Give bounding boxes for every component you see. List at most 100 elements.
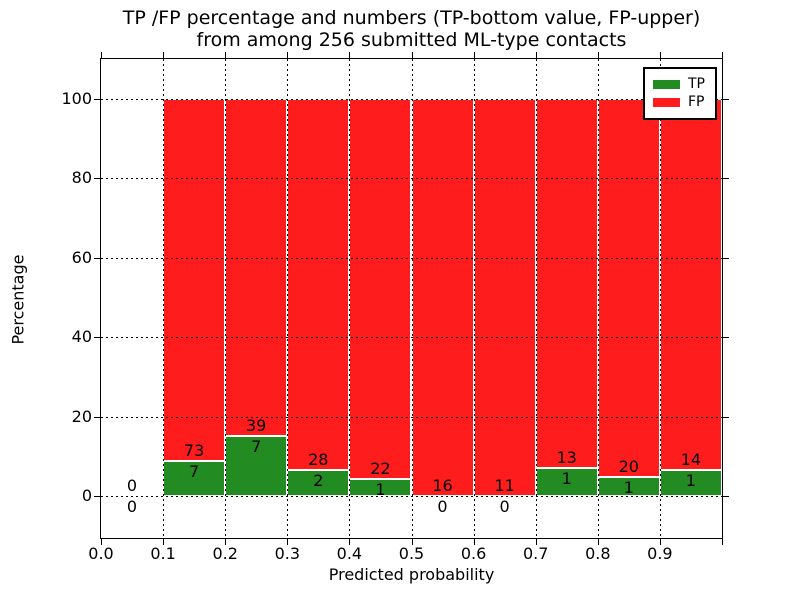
bar-segment-fp [287, 98, 350, 470]
y-axis-tick [723, 496, 729, 498]
fp-count-label: 28 [308, 449, 329, 469]
bar-segment-fp [597, 98, 660, 478]
fp-count-label: 20 [618, 457, 639, 477]
gridline-vertical [659, 59, 661, 538]
y-tick-label: 60 [71, 247, 92, 267]
gridline-vertical [597, 59, 599, 538]
y-tick-label: 20 [71, 406, 92, 426]
bar-segment-tp [163, 461, 226, 497]
bar-segment-fp [473, 98, 536, 497]
y-axis-tick [94, 337, 100, 339]
chart-title-line1: TP /FP percentage and numbers (TP-bottom… [122, 7, 701, 29]
x-axis-tick [722, 52, 723, 58]
tp-count-label: 2 [313, 470, 324, 490]
bar-segment-fp [411, 98, 474, 497]
plot-area: 0 0 73 7 39 7 28 2 22 1 16 0 11 0 13 1 20 1 14 1 TP FP [94, 52, 729, 545]
y-axis-tick [723, 416, 729, 418]
x-tick-label: 0.6 [460, 544, 487, 563]
y-tick-label: 0 [81, 486, 92, 506]
x-axis-tick [659, 52, 661, 58]
y-axis-tick [94, 98, 100, 100]
y-axis-tick [94, 178, 100, 180]
x-axis-tick [101, 52, 102, 58]
bar-segment-fp [535, 98, 598, 468]
fp-count-label: 22 [370, 458, 391, 478]
fp-count-label: 73 [183, 441, 205, 461]
gridline-vertical [163, 59, 165, 538]
x-axis-title: Predicted probability [328, 565, 495, 584]
x-axis-tick [473, 539, 475, 545]
fp-count-label: 0 [126, 476, 138, 496]
x-tick-label: 0.0 [88, 544, 114, 563]
x-axis-tick [349, 539, 351, 545]
x-axis-tick [535, 539, 537, 545]
tp-count-label: 1 [375, 479, 386, 499]
y-axis-tick [723, 98, 729, 100]
tp-count-label: 1 [623, 478, 634, 498]
y-tick-label: 80 [71, 168, 92, 188]
x-tick-label: 0.8 [585, 544, 611, 563]
bar-segment-fp [225, 98, 288, 436]
x-axis-tick [597, 52, 599, 58]
tp-count-label: 7 [189, 462, 200, 482]
tp-count-label: 0 [437, 497, 448, 517]
gridline-vertical [287, 59, 289, 538]
x-tick-label: 0.2 [212, 544, 238, 563]
gridline-vertical [535, 59, 537, 538]
x-axis-tick [349, 52, 351, 58]
chart-title-line2: from among 256 submitted ML-type contact… [196, 29, 627, 51]
x-axis-tick [659, 539, 661, 545]
x-axis-tick [411, 52, 413, 58]
x-tick-label: 0.9 [647, 544, 673, 563]
bar-segment-fp [349, 98, 412, 479]
tp-count-label: 1 [685, 470, 696, 490]
x-tick-label: 0.5 [398, 544, 425, 563]
y-axis-tick [723, 337, 729, 339]
fp-swatch-icon [653, 98, 680, 107]
x-axis-tick [101, 539, 102, 545]
y-axis-tick [94, 416, 100, 418]
y-axis-tick [723, 257, 729, 259]
x-axis-tick [163, 52, 165, 58]
chart-title: TP /FP percentage and numbers (TP-bottom… [100, 7, 723, 51]
x-axis-tick [287, 52, 289, 58]
y-tick-label: 100 [61, 88, 92, 108]
fp-count-label: 11 [494, 476, 515, 496]
x-tick-label: 0.4 [336, 544, 363, 563]
bar-segment-tp [535, 467, 598, 497]
gridline-vertical [349, 59, 351, 538]
legend-entry-fp: FP [653, 95, 707, 110]
legend: TP FP [643, 67, 717, 120]
x-tick-label: 0.1 [150, 544, 176, 563]
y-axis-tick [94, 496, 100, 498]
gridline-vertical [411, 59, 413, 538]
bar-segment-tp [659, 469, 722, 497]
x-axis-tick [287, 539, 289, 545]
x-axis-tick [473, 52, 475, 58]
fp-count-label: 13 [556, 447, 577, 467]
fp-count-label: 16 [432, 476, 453, 496]
bar-segment-fp [163, 98, 226, 462]
legend-label-fp: FP [688, 94, 705, 110]
y-tick-label: 40 [71, 327, 92, 347]
bar-segment-fp [659, 98, 722, 470]
x-axis-tick [163, 539, 165, 545]
gridline-vertical [473, 59, 475, 538]
x-axis-tick [225, 52, 227, 58]
tp-count-label: 0 [126, 497, 138, 517]
fp-count-label: 39 [246, 415, 267, 435]
x-axis-tick [411, 539, 413, 545]
x-axis-tick [225, 539, 227, 545]
x-tick-label: 0.3 [274, 544, 301, 563]
tp-swatch-icon [653, 80, 680, 89]
legend-label-tp: TP [688, 76, 705, 92]
gridline-vertical [225, 59, 227, 538]
x-tick-label: 0.7 [522, 544, 549, 563]
fp-count-label: 14 [680, 449, 702, 469]
tp-count-label: 1 [561, 468, 572, 488]
x-axis-tick [597, 539, 599, 545]
x-axis-tick [722, 539, 723, 545]
y-axis-tick [94, 257, 100, 259]
y-axis-title: Percentage [8, 254, 28, 345]
